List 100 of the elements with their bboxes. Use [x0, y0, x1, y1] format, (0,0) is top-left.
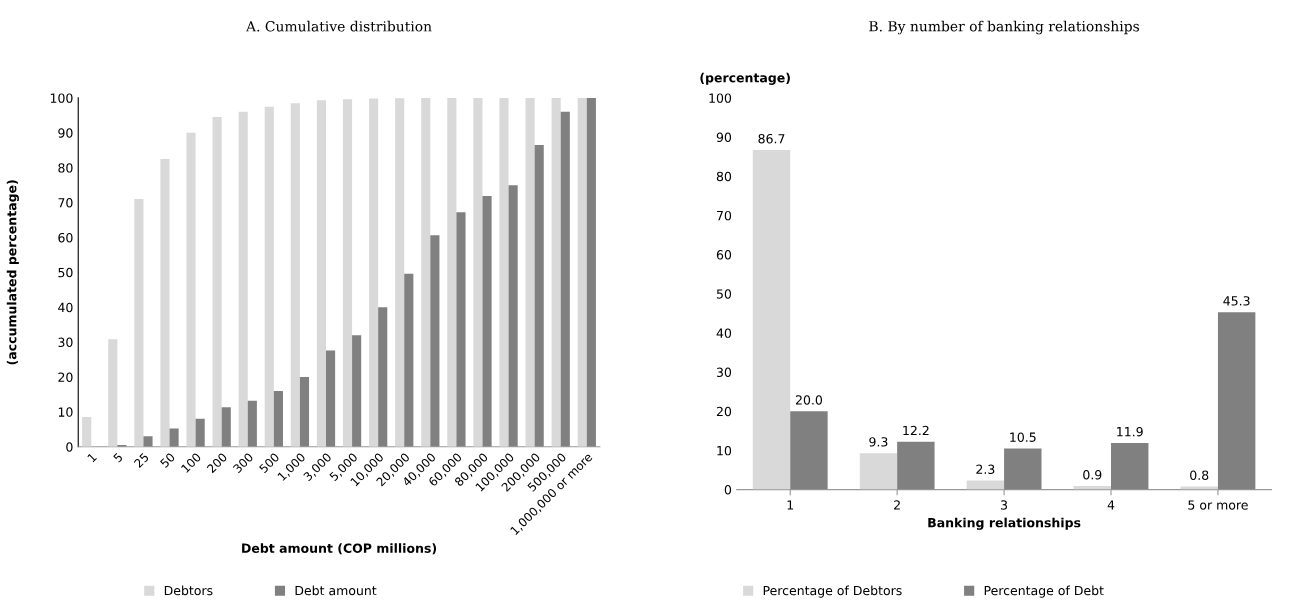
bar — [1217, 312, 1256, 490]
bar — [238, 111, 248, 447]
bar — [316, 100, 326, 447]
y-tick-label: 60 — [58, 232, 73, 243]
y-tick-label: 80 — [716, 171, 732, 182]
legend-label: Percentage of Debtors — [763, 585, 902, 598]
bar — [499, 97, 509, 447]
bar — [473, 97, 483, 447]
bar — [395, 98, 405, 447]
y-tick-label: 80 — [58, 163, 73, 173]
bar — [421, 97, 431, 447]
bar — [212, 117, 222, 447]
y-tick-label: 70 — [58, 198, 73, 208]
bar — [169, 428, 179, 447]
bar — [752, 150, 791, 490]
legend-label: Percentage of Debt — [984, 585, 1104, 598]
bar — [508, 185, 518, 447]
bar — [108, 339, 118, 447]
data-label: 10.5 — [1010, 432, 1036, 442]
y-tick-label: 100 — [709, 93, 732, 103]
chart-title: B. By number of banking relationships — [869, 20, 1140, 35]
x-tick-label: 1 — [787, 500, 794, 510]
x-tick-label: 300 — [232, 452, 254, 474]
bar — [586, 97, 596, 447]
data-label: 12.2 — [903, 425, 929, 436]
legend-label: Debt amount — [295, 585, 377, 596]
y-tick-label: 70 — [717, 210, 732, 221]
x-axis-title: Banking relationships — [928, 517, 1081, 530]
y-axis-title: (accumulated percentage) — [6, 180, 19, 365]
x-tick-label: 2 — [894, 500, 900, 510]
data-label: 11.9 — [1117, 426, 1143, 437]
x-tick-label: 5 or more — [1188, 500, 1248, 510]
y-tick-label: 50 — [58, 267, 73, 278]
bar — [82, 417, 92, 447]
y-tick-label: 90 — [716, 132, 732, 143]
x-tick-label: 1 — [87, 452, 97, 463]
bar — [551, 97, 561, 447]
x-tick-label: 25 — [133, 452, 150, 469]
bar — [369, 98, 379, 447]
bar — [290, 103, 300, 447]
chart-title: A. Cumulative distribution — [245, 20, 432, 32]
x-axis-title: Debt amount (COP millions) — [242, 543, 437, 555]
bar — [1180, 486, 1218, 490]
bar — [447, 97, 457, 447]
bar — [378, 307, 388, 447]
bar — [790, 411, 828, 490]
y-tick-label: 10 — [717, 445, 732, 456]
bar — [430, 235, 440, 447]
bar — [404, 273, 414, 447]
y-tick-label: 30 — [58, 337, 73, 348]
bar — [534, 145, 544, 447]
legend-label: Debtors — [164, 585, 213, 596]
bar — [560, 111, 570, 447]
x-tick-label: 5 — [112, 452, 124, 463]
x-tick-label: 3 — [1001, 500, 1008, 510]
bar — [186, 132, 196, 447]
bar — [1111, 442, 1149, 490]
y-tick-label: 90 — [58, 128, 73, 138]
bar — [1004, 448, 1042, 490]
bar — [897, 441, 935, 490]
y-tick-label: 50 — [716, 289, 732, 299]
bar — [160, 158, 170, 447]
y-tick-label: 40 — [58, 302, 73, 313]
y-tick-label: 60 — [716, 250, 732, 260]
bar — [134, 199, 144, 447]
bar — [456, 212, 466, 447]
bar — [326, 350, 336, 447]
y-tick-label: 40 — [716, 328, 732, 338]
bar — [247, 400, 257, 447]
data-label: 20.0 — [795, 395, 823, 405]
x-tick-label: 100 — [180, 452, 202, 474]
data-label: 0.8 — [1190, 470, 1209, 480]
bar — [143, 436, 153, 447]
bar — [195, 418, 205, 447]
data-label: 2.3 — [976, 464, 995, 474]
y-tick-label: 20 — [58, 372, 73, 382]
y-tick-label: 10 — [58, 407, 73, 417]
y-tick-label: 20 — [716, 406, 732, 417]
x-tick-label: 50 — [159, 452, 176, 469]
y-tick-label: 0 — [724, 485, 732, 495]
bar — [352, 335, 362, 447]
bar — [482, 195, 492, 447]
bar — [264, 106, 274, 447]
bar — [577, 97, 587, 447]
y-tick-label: 100 — [50, 93, 73, 103]
y-axis-title: (percentage) — [700, 72, 790, 85]
x-tick-label: 4 — [1107, 500, 1115, 510]
data-label: 45.3 — [1223, 296, 1250, 306]
data-label: 0.9 — [1083, 470, 1102, 480]
bar — [273, 390, 283, 447]
data-label: 9.3 — [869, 437, 888, 447]
y-tick-label: 30 — [716, 367, 732, 378]
data-label: 86.7 — [758, 133, 785, 144]
bar — [221, 407, 231, 447]
y-tick-label: 0 — [66, 442, 73, 452]
bar — [859, 453, 898, 490]
x-tick-label: 200 — [206, 452, 228, 474]
bar — [299, 376, 310, 447]
bar — [525, 97, 535, 447]
bar — [342, 99, 353, 447]
